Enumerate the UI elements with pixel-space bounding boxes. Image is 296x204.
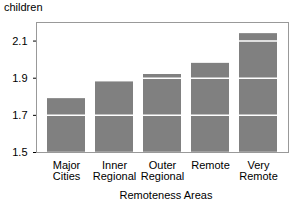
svg-text:VeryRemote: VeryRemote — [239, 159, 278, 182]
svg-text:1.5: 1.5 — [12, 146, 27, 158]
svg-text:1.7: 1.7 — [12, 109, 27, 121]
svg-text:InnerRegional: InnerRegional — [93, 159, 136, 182]
svg-text:Remote: Remote — [191, 159, 230, 171]
svg-text:OuterRegional: OuterRegional — [141, 159, 184, 182]
svg-text:1.9: 1.9 — [12, 72, 27, 84]
html-text:children: children — [4, 1, 43, 13]
svg-text:MajorCities: MajorCities — [53, 159, 81, 182]
html-text:Remoteness Areas: Remoteness Areas — [119, 189, 213, 201]
svg-text:2.1: 2.1 — [12, 35, 27, 47]
